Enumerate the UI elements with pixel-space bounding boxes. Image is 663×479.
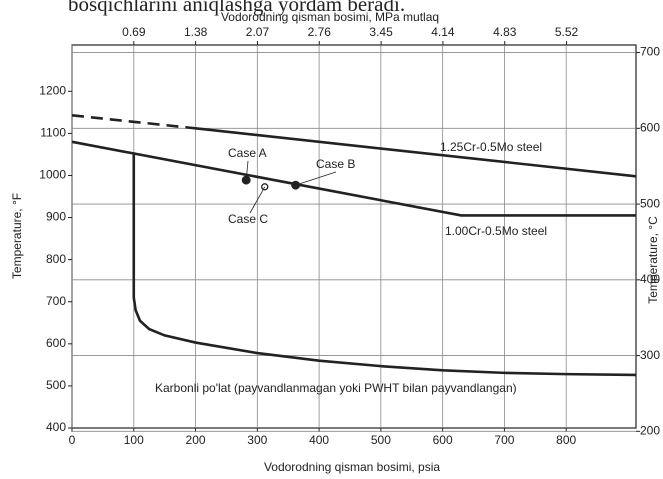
y-tick-label: 500 (46, 378, 66, 392)
x2-tick-label: 2.07 (246, 25, 270, 39)
x-tick-label: 300 (247, 433, 267, 447)
x-tick-label: 800 (556, 433, 576, 447)
x-tick-label: 700 (494, 433, 514, 447)
y-tick-label: 1200 (39, 83, 66, 97)
y-tick-label: 400 (46, 420, 66, 434)
caption: bosqichlarini aniqlashga yordam beradi. (68, 0, 405, 16)
y2-tick-label: 500 (640, 196, 660, 210)
leader-line (249, 186, 266, 214)
series-line (132, 152, 637, 377)
y2-tick-label: 600 (640, 120, 660, 134)
x-tick-label: 400 (309, 433, 329, 447)
x-tick-label: 600 (433, 433, 453, 447)
y-tick-label: 600 (46, 336, 66, 350)
y-tick-label: 1100 (40, 126, 66, 140)
x-tick-label: 200 (186, 433, 206, 447)
x2-tick-label: 4.14 (431, 25, 455, 39)
y2-tick-label: 200 (640, 424, 660, 438)
series-line (71, 113, 196, 130)
leader-line (245, 160, 249, 181)
x-axis-title: Vodorodning qisman bosimi, psia (264, 460, 440, 474)
y-axis-title: Temperature, °F (10, 193, 24, 279)
y-tick-label: 700 (46, 294, 66, 308)
x2-tick-label: 4.83 (493, 25, 517, 39)
x2-tick-label: 5.52 (555, 25, 579, 39)
series-label: Case C (228, 212, 268, 226)
x2-tick-label: 0.69 (122, 25, 146, 39)
series-label: 1.00Cr-0.5Mo steel (445, 224, 547, 238)
plot-frame (71, 44, 637, 429)
x2-tick-label: 2.76 (308, 25, 332, 39)
series-line (71, 140, 636, 217)
x-tick-label: 100 (124, 433, 144, 447)
series-line (195, 127, 637, 178)
leader-line (295, 171, 337, 186)
y-tick-label: 800 (46, 252, 66, 266)
y-tick-label: 900 (46, 210, 66, 224)
y2-tick-label: 400 (640, 272, 660, 286)
x2-tick-label: 1.38 (184, 25, 208, 39)
series-label: 1.25Cr-0.5Mo steel (440, 140, 542, 154)
x-tick-label: 500 (371, 433, 391, 447)
series-label: Case B (316, 157, 355, 171)
y2-axis-title: Temperature, °C (646, 216, 660, 304)
x2-axis-title: Vodorodning qisman bosimi, MPa mutlaq (221, 10, 439, 24)
series-label: Karbonli po'lat (payvandlanmagan yoki PW… (155, 381, 517, 395)
x2-tick-label: 3.45 (369, 25, 393, 39)
y-tick-label: 1000 (39, 168, 66, 182)
y2-tick-label: 700 (640, 45, 660, 59)
y2-tick-label: 300 (640, 348, 660, 362)
x-tick-label: 0 (69, 433, 76, 447)
series-label: Case A (228, 146, 267, 160)
